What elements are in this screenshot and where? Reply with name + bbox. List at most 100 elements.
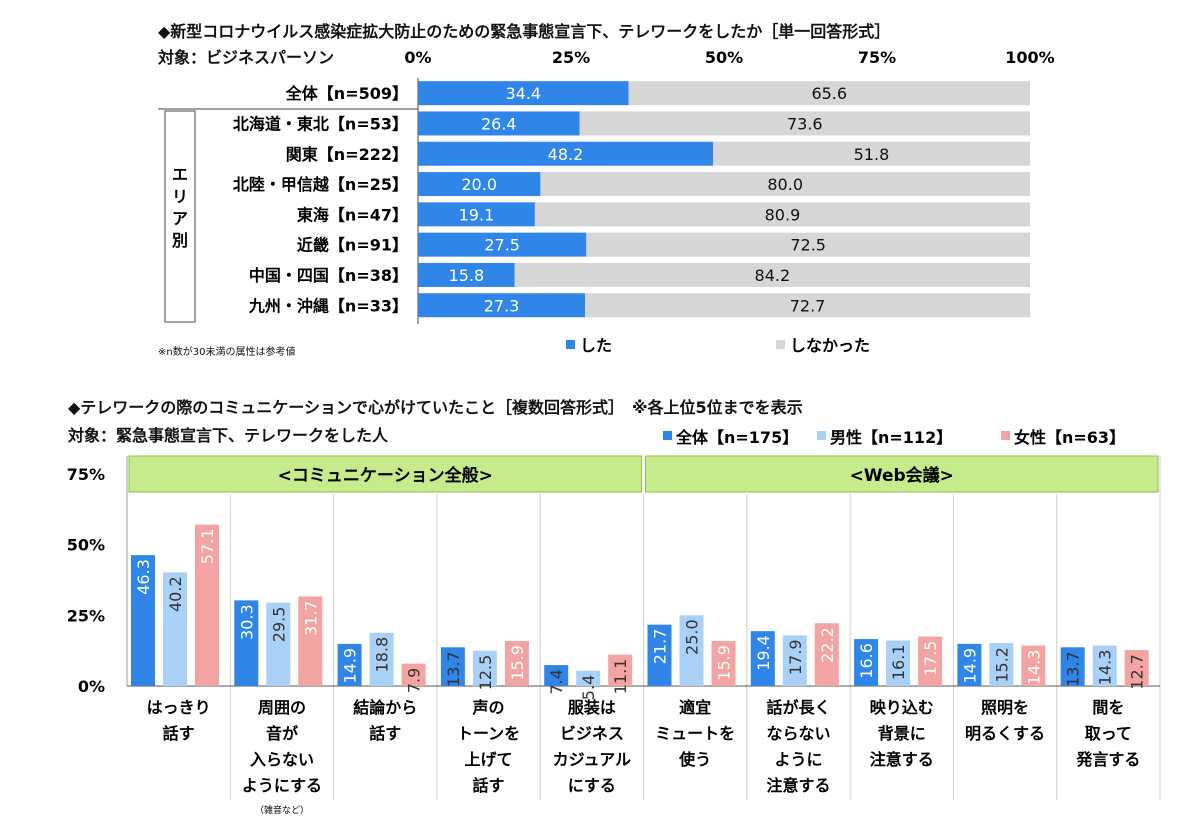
bar-female xyxy=(918,636,943,686)
legend-swatch xyxy=(663,431,672,440)
data-label: 13.7 xyxy=(444,651,463,687)
legend-swatch xyxy=(776,340,785,349)
data-label: 48.2 xyxy=(548,145,584,164)
bar-male xyxy=(576,670,601,686)
bar-did-not xyxy=(534,202,1030,227)
data-label: 25.0 xyxy=(683,619,702,655)
group-label-char: ア xyxy=(172,209,188,228)
bar-male xyxy=(679,615,704,686)
group-label-char: エ xyxy=(172,165,188,184)
category-label: 話す xyxy=(369,724,401,743)
bar-male xyxy=(886,640,911,686)
data-label: 14.9 xyxy=(341,648,360,684)
data-label: 17.5 xyxy=(921,641,940,677)
bar-did-not xyxy=(712,141,1030,166)
chart2-title: ◆テレワークの際のコミュニケーションで心がけていたこと［複数回答形式］ ※各上位… xyxy=(68,398,803,417)
bar-female xyxy=(401,663,426,686)
data-label: 80.9 xyxy=(765,205,801,224)
category-label: 音が xyxy=(266,724,298,743)
bar-all xyxy=(234,600,259,686)
bar-female xyxy=(504,641,529,686)
data-label: 57.1 xyxy=(198,529,217,565)
category-label: はっきり xyxy=(147,698,211,717)
x-tick-label: 75% xyxy=(858,48,896,67)
data-label: 34.4 xyxy=(505,84,541,103)
category-label: 注意する xyxy=(870,750,934,769)
bar-did-not xyxy=(579,111,1030,136)
data-label: 16.6 xyxy=(857,643,876,679)
data-label: 80.0 xyxy=(767,175,803,194)
group-bracket xyxy=(164,110,196,323)
data-label: 65.6 xyxy=(811,84,847,103)
legend-label: 男性【n=112】 xyxy=(830,428,952,447)
category-label: 話が長く xyxy=(766,698,830,717)
x-tick-label: 0% xyxy=(404,48,431,67)
bar-did-not xyxy=(540,172,1030,197)
bar-male xyxy=(782,635,807,686)
bar-all xyxy=(854,639,879,686)
category-label: 明るくする xyxy=(965,724,1045,743)
data-label: 29.5 xyxy=(269,607,288,643)
data-label: 16.1 xyxy=(889,644,908,680)
category-label: 上げて xyxy=(465,750,513,769)
x-tick-label: 25% xyxy=(552,48,590,67)
data-label: 7.4 xyxy=(547,669,566,694)
bar-female xyxy=(298,596,323,686)
bar-all xyxy=(544,665,569,686)
chart1-note: ※n数が30未満の属性は参考値 xyxy=(158,347,296,358)
y-tick-label: 75% xyxy=(67,465,105,484)
bar-did-not xyxy=(586,232,1030,257)
bar-did-not xyxy=(628,81,1030,106)
bar-male xyxy=(163,572,187,686)
legend-label: した xyxy=(580,336,612,355)
bar-did xyxy=(418,172,541,197)
legend-swatch xyxy=(566,340,575,349)
category-label: 北海道・東北【n=53】 xyxy=(233,114,408,133)
data-label: 19.4 xyxy=(754,635,773,671)
bar-male xyxy=(1092,645,1117,686)
legend-label: 全体【n=175】 xyxy=(675,428,798,447)
bar-did xyxy=(418,141,713,166)
bar-did-not xyxy=(585,293,1030,318)
category-label: ビジネス xyxy=(560,724,624,743)
data-label: 12.5 xyxy=(476,655,495,691)
bar-all xyxy=(337,643,362,686)
chart1-subtitle: 対象：ビジネスパーソン xyxy=(158,48,335,67)
bar-female xyxy=(814,623,839,686)
legend-swatch xyxy=(817,431,826,440)
bar-male xyxy=(472,650,497,686)
x-tick-label: 50% xyxy=(705,48,743,67)
bar-all xyxy=(647,624,672,686)
data-label: 46.3 xyxy=(134,559,153,595)
data-label: 19.1 xyxy=(459,205,495,224)
category-label: 服装は xyxy=(568,698,616,717)
category-label: 中国・四国【n=38】 xyxy=(249,266,408,285)
category-label: 話す xyxy=(163,724,195,743)
category-label: 全体【n=509】 xyxy=(285,84,408,103)
data-label: 30.3 xyxy=(237,604,256,640)
bar-male xyxy=(266,602,291,686)
category-label: 東海【n=47】 xyxy=(297,205,408,224)
category-label: 照明を xyxy=(981,698,1029,717)
group-label-char: 別 xyxy=(172,231,188,250)
data-label: 72.5 xyxy=(790,236,826,255)
category-label: 映り込む xyxy=(870,698,934,717)
group-header-label: <コミュニケーション全般> xyxy=(278,465,493,486)
legend-label: 女性【n=63】 xyxy=(1014,428,1125,447)
chart2-subtitle: 対象：緊急事態宣言下、テレワークをした人 xyxy=(68,426,389,445)
data-label: 31.7 xyxy=(301,600,320,636)
data-label: 84.2 xyxy=(755,266,791,285)
category-label: 入らない xyxy=(250,750,314,769)
data-label: 14.3 xyxy=(1096,650,1115,686)
category-label: 取って xyxy=(1085,724,1132,743)
category-label: にする xyxy=(568,776,616,795)
category-label: ようにする xyxy=(242,776,322,795)
data-label: 26.4 xyxy=(481,114,517,133)
category-note: （雑音など） xyxy=(255,804,309,816)
data-label: 12.7 xyxy=(1128,654,1147,690)
data-label: 7.9 xyxy=(405,668,424,693)
data-label: 14.3 xyxy=(1024,650,1043,686)
category-label: 周囲の xyxy=(258,698,306,717)
group-label-char: リ xyxy=(172,187,188,206)
